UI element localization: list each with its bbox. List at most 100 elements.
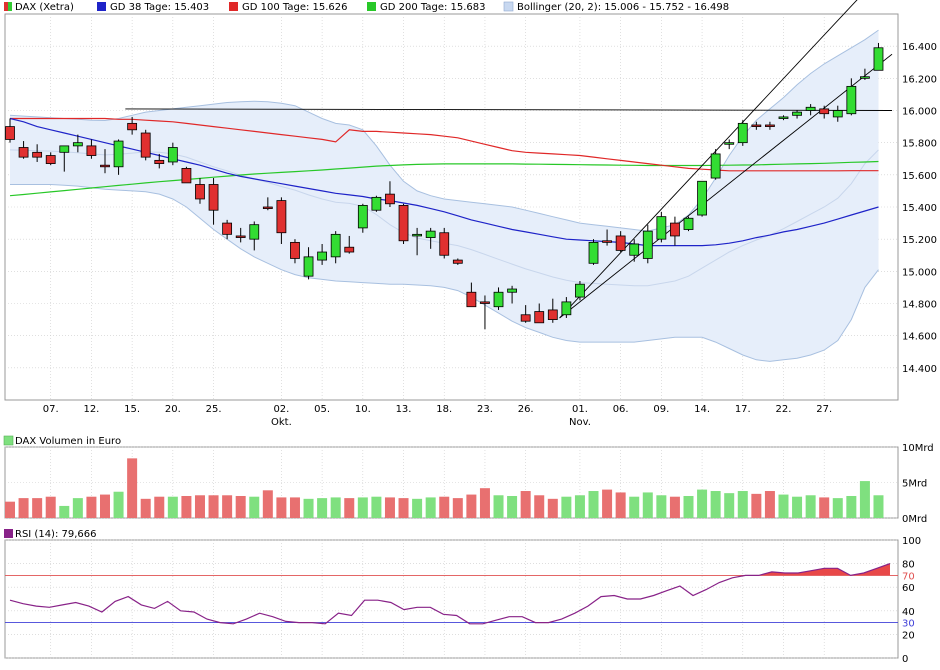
candle bbox=[385, 181, 395, 207]
candle-body bbox=[235, 235, 246, 238]
date-tick-label: 25. bbox=[206, 404, 222, 415]
candle bbox=[357, 203, 368, 233]
candle-body bbox=[724, 142, 735, 145]
candle bbox=[493, 287, 504, 310]
legend-item-gd100: GD 100 Tage: 15.626 bbox=[229, 2, 348, 13]
candle-body bbox=[452, 259, 463, 264]
volume-bar bbox=[194, 495, 205, 518]
rsi-title: RSI (14): 79,666 bbox=[15, 529, 97, 540]
date-tick-label: 20. bbox=[165, 404, 181, 415]
legend-label-dax: DAX (Xetra) bbox=[15, 2, 74, 13]
volume-bar bbox=[371, 496, 382, 518]
volume-bar bbox=[181, 495, 192, 518]
candle-body bbox=[805, 106, 816, 111]
candle bbox=[656, 211, 667, 243]
candle-body bbox=[466, 291, 477, 308]
date-tick-label: 01. bbox=[572, 404, 588, 415]
candle-body bbox=[670, 222, 680, 237]
candle-body bbox=[615, 235, 626, 251]
candle bbox=[167, 142, 178, 166]
volume-bar bbox=[479, 488, 490, 518]
candle-body bbox=[642, 230, 653, 259]
candle bbox=[276, 197, 287, 244]
candle-body bbox=[100, 164, 110, 168]
volume-bar bbox=[113, 491, 124, 518]
volume-bar bbox=[317, 498, 328, 518]
candle bbox=[507, 285, 517, 304]
volume-bar bbox=[5, 501, 15, 518]
volume-title: DAX Volumen in Euro bbox=[15, 436, 121, 447]
rsi-line bbox=[9, 563, 891, 625]
rsi-grid bbox=[5, 539, 898, 659]
price-tick-label: 15.600 bbox=[902, 171, 937, 182]
candle bbox=[724, 139, 735, 150]
candle-body bbox=[439, 232, 450, 256]
volume-bar bbox=[412, 498, 423, 518]
candle-body bbox=[262, 206, 273, 210]
candle-body bbox=[792, 111, 802, 116]
legend-swatch-gd100 bbox=[229, 2, 238, 11]
candle bbox=[222, 219, 233, 240]
candle-body bbox=[371, 196, 382, 211]
rsi-panel-frame bbox=[4, 539, 899, 659]
rsi-reference-label: 30 bbox=[902, 619, 915, 630]
date-tick-label: 17. bbox=[735, 404, 751, 415]
volume-bar bbox=[629, 496, 640, 518]
rsi-tick-label: 60 bbox=[902, 583, 915, 594]
volume-bar bbox=[697, 489, 708, 518]
candle bbox=[683, 216, 694, 232]
date-tick-label: 27. bbox=[816, 404, 832, 415]
candle bbox=[439, 227, 450, 259]
volume-bar bbox=[72, 498, 83, 518]
candle-body bbox=[357, 204, 368, 229]
legend-label-gd38: GD 38 Tage: 15.403 bbox=[110, 2, 209, 13]
date-tick-label: 10. bbox=[355, 404, 371, 415]
candle-body bbox=[385, 193, 395, 205]
candle bbox=[805, 104, 816, 116]
candle bbox=[615, 231, 626, 253]
volume-tick-label: 10Mrd bbox=[902, 443, 934, 454]
rsi-tick-label: 40 bbox=[902, 607, 915, 618]
candle bbox=[249, 221, 260, 251]
volume-legend-swatch bbox=[3, 435, 14, 446]
candle-body bbox=[86, 145, 97, 156]
volume-bar bbox=[452, 498, 463, 518]
candle-body bbox=[683, 217, 694, 230]
candle bbox=[751, 121, 762, 130]
date-tick-label: 23. bbox=[477, 404, 493, 415]
candle bbox=[412, 227, 423, 256]
volume-bar bbox=[724, 493, 735, 518]
candle-body bbox=[819, 108, 830, 115]
horizontal-resistance-line bbox=[125, 108, 893, 111]
date-tick-label: 05. bbox=[314, 404, 330, 415]
candle-body bbox=[765, 124, 775, 127]
candle bbox=[832, 105, 843, 122]
candle bbox=[480, 295, 490, 330]
candle bbox=[303, 247, 314, 280]
candle-body bbox=[737, 122, 748, 144]
candle bbox=[32, 144, 43, 162]
volume-bar bbox=[805, 495, 816, 518]
candle-body bbox=[330, 233, 341, 258]
legend-item-bollinger: Bollinger (20, 2): 15.006 - 15.752 - 16.… bbox=[503, 1, 729, 13]
volume-bar bbox=[425, 497, 436, 518]
price-tick-label: 16.200 bbox=[902, 74, 937, 85]
volume-bar bbox=[398, 498, 409, 518]
candle bbox=[452, 258, 463, 265]
volume-bar bbox=[357, 497, 368, 518]
date-tick-label: 22. bbox=[776, 404, 792, 415]
volume-bar bbox=[249, 496, 260, 518]
date-tick-label: 15. bbox=[124, 404, 140, 415]
candle bbox=[520, 305, 531, 323]
candle bbox=[629, 239, 640, 262]
candle bbox=[59, 145, 70, 172]
candle bbox=[100, 149, 110, 174]
volume-grid bbox=[5, 446, 898, 519]
candle-body bbox=[520, 314, 531, 322]
candle bbox=[317, 243, 328, 265]
candle bbox=[208, 178, 219, 225]
rsi-legend-swatch bbox=[4, 529, 13, 538]
bollinger-upper-line bbox=[9, 29, 879, 232]
month-label: Okt. bbox=[271, 417, 292, 428]
candle bbox=[425, 227, 436, 249]
